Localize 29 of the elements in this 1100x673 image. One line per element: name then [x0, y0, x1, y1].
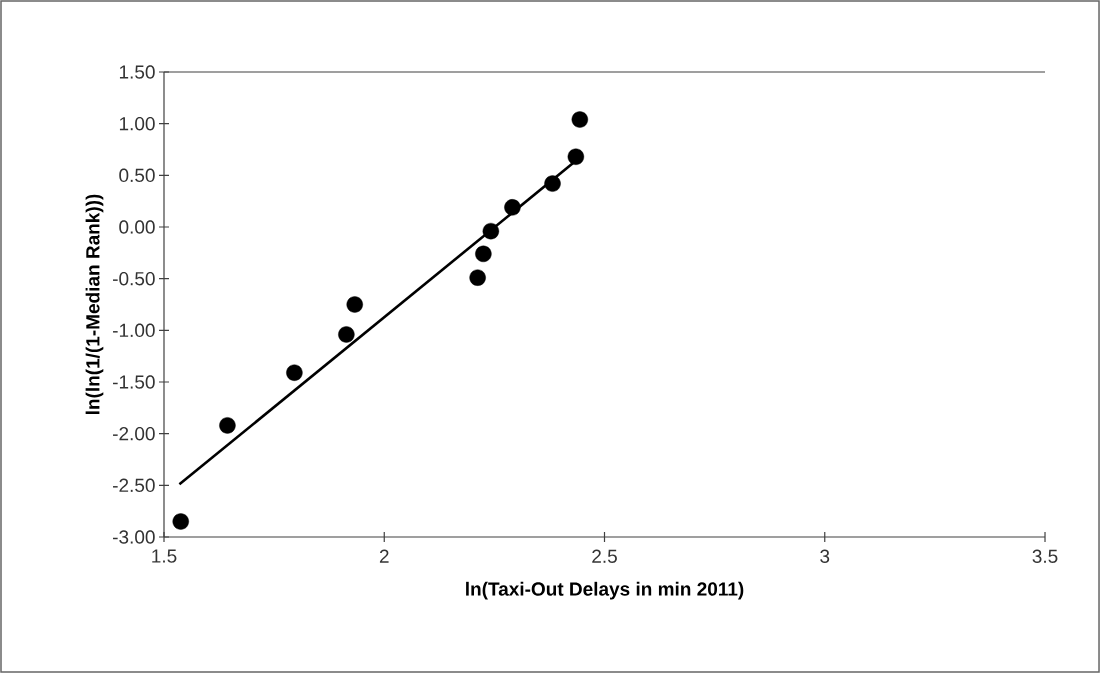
y-tick-label: -2.50 — [113, 478, 155, 493]
y-tick-label: -2.00 — [113, 426, 155, 441]
y-tick-label: -3.00 — [113, 530, 155, 544]
y-tick-label: -0.50 — [113, 271, 155, 286]
y-tick-label: 0.00 — [119, 220, 155, 234]
y-axis-title: ln(ln(1/(1-Median Rank))) — [85, 194, 104, 414]
x-axis-title: ln(Taxi-Out Delays in min 2011) — [466, 581, 744, 600]
y-tick-label: -1.50 — [113, 375, 155, 389]
point — [544, 175, 561, 192]
point — [567, 148, 585, 165]
point — [219, 417, 236, 434]
y-tick-label: 1.00 — [119, 116, 155, 131]
x-tick-label: 3 — [820, 549, 830, 563]
point — [482, 222, 500, 240]
x-tick-label: 2 — [379, 549, 389, 563]
x-tick-label: 2.5 — [592, 549, 617, 563]
x-tick-label: 3.5 — [1032, 549, 1058, 563]
y-tick-label: 0.50 — [119, 168, 155, 183]
y-tick-label: -1.00 — [113, 323, 155, 338]
point — [475, 245, 492, 263]
point — [469, 269, 486, 286]
point — [286, 364, 303, 381]
point — [172, 513, 189, 530]
point — [504, 199, 521, 216]
point — [346, 296, 363, 313]
point — [338, 326, 355, 343]
point — [571, 111, 589, 128]
x-tick-label: 1.5 — [152, 549, 177, 563]
y-tick-label: 1.50 — [119, 65, 155, 79]
